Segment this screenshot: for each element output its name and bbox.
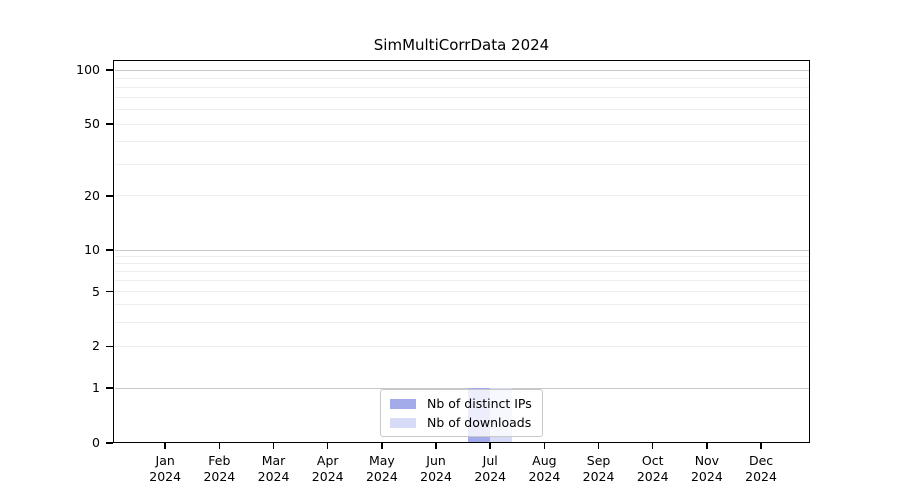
major-gridline xyxy=(114,249,809,251)
y-tick-mark xyxy=(106,249,113,251)
x-tick-month: Nov xyxy=(694,453,720,468)
x-tick-label-nov: Nov 2024 xyxy=(679,453,735,485)
minor-gridline xyxy=(114,123,809,125)
x-tick-mark xyxy=(164,443,166,449)
x-tick-mark xyxy=(326,443,329,449)
x-tick-label-may: May 2024 xyxy=(354,453,410,485)
x-tick-month: Jul xyxy=(482,453,498,468)
y-tick-label: 20 xyxy=(84,187,100,203)
x-tick-mark xyxy=(760,443,762,449)
x-tick-month: Sep xyxy=(586,453,611,468)
minor-gridline xyxy=(114,345,809,347)
y-tick-mark xyxy=(106,387,113,389)
x-tick-label-mar: Mar 2024 xyxy=(246,453,302,485)
x-tick-mark xyxy=(489,443,491,449)
x-tick-month: Aug xyxy=(532,453,557,468)
x-tick-year: 2024 xyxy=(582,469,615,484)
minor-gridline xyxy=(114,270,809,272)
x-tick-label-sep: Sep 2024 xyxy=(571,453,627,485)
minor-gridline xyxy=(114,291,809,293)
chart-title: SimMultiCorrData 2024 xyxy=(373,36,550,54)
x-tick-mark xyxy=(706,443,708,449)
legend-entry: Nb of downloads xyxy=(390,415,534,430)
minor-gridline xyxy=(114,109,809,111)
x-tick-mark xyxy=(651,443,654,449)
y-tick-label: 2 xyxy=(92,338,100,354)
x-tick-year: 2024 xyxy=(420,469,452,484)
y-tick-label: 10 xyxy=(84,242,100,257)
y-tick-label: 50 xyxy=(84,116,100,132)
x-tick-year: 2024 xyxy=(636,469,669,484)
x-tick-year: 2024 xyxy=(311,469,344,484)
x-tick-year: 2024 xyxy=(528,469,561,484)
x-tick-label-apr: Apr 2024 xyxy=(300,453,356,485)
plot-area xyxy=(113,60,810,443)
minor-gridline xyxy=(114,304,809,306)
legend-label: Nb of distinct IPs xyxy=(427,396,532,411)
minor-gridline xyxy=(114,255,809,257)
x-tick-label-aug: Aug 2024 xyxy=(516,453,572,485)
x-tick-month: May xyxy=(368,453,395,468)
x-tick-mark xyxy=(435,443,437,449)
x-tick-month: Dec xyxy=(748,453,774,468)
x-tick-month: Jun xyxy=(426,453,446,468)
x-tick-month: Oct xyxy=(641,453,664,468)
y-tick-mark xyxy=(106,69,113,71)
x-tick-mark xyxy=(381,443,383,449)
y-tick-label: 1 xyxy=(92,380,100,395)
y-tick-mark xyxy=(106,345,113,348)
major-gridline xyxy=(114,69,809,71)
minor-gridline xyxy=(114,77,809,79)
legend-entry: Nb of distinct IPs xyxy=(390,396,534,411)
x-tick-label-dec: Dec 2024 xyxy=(733,453,789,485)
x-tick-year: 2024 xyxy=(474,469,507,484)
x-tick-label-oct: Oct 2024 xyxy=(625,453,681,485)
y-tick-mark xyxy=(106,442,113,444)
x-tick-year: 2024 xyxy=(690,469,723,484)
x-tick-label-jul: Jul 2024 xyxy=(462,453,518,485)
y-tick-label: 5 xyxy=(92,283,100,299)
y-tick-mark xyxy=(106,290,113,293)
legend-swatch xyxy=(390,398,416,409)
y-tick-mark xyxy=(106,195,113,197)
x-tick-year: 2024 xyxy=(745,469,777,484)
x-tick-year: 2024 xyxy=(149,469,182,484)
minor-gridline xyxy=(114,97,809,99)
major-gridline xyxy=(114,387,809,389)
minor-gridline xyxy=(114,195,809,197)
x-tick-mark xyxy=(272,443,275,449)
x-tick-month: Apr xyxy=(316,453,339,468)
x-tick-month: Mar xyxy=(261,453,286,468)
legend-swatch xyxy=(390,417,416,428)
x-tick-month: Jan xyxy=(155,453,175,468)
minor-gridline xyxy=(114,86,809,88)
x-tick-mark xyxy=(543,443,546,449)
x-tick-mark xyxy=(597,443,600,449)
minor-gridline xyxy=(114,262,809,264)
x-tick-year: 2024 xyxy=(203,469,236,484)
x-tick-year: 2024 xyxy=(257,469,290,484)
legend-label: Nb of downloads xyxy=(427,415,532,430)
x-tick-label-jun: Jun 2024 xyxy=(408,453,464,485)
x-tick-year: 2024 xyxy=(365,469,398,484)
legend: Nb of distinct IPs Nb of downloads xyxy=(380,389,543,437)
minor-gridline xyxy=(114,321,809,323)
minor-gridline xyxy=(114,163,809,165)
minor-gridline xyxy=(114,141,809,143)
x-tick-label-jan: Jan 2024 xyxy=(137,453,193,485)
x-tick-label-feb: Feb 2024 xyxy=(191,453,247,485)
x-tick-month: Feb xyxy=(208,453,231,468)
minor-gridline xyxy=(114,280,809,282)
y-tick-label: 0 xyxy=(92,435,100,450)
x-tick-mark xyxy=(218,443,221,449)
y-tick-label: 100 xyxy=(76,62,100,77)
y-tick-mark xyxy=(106,123,113,125)
